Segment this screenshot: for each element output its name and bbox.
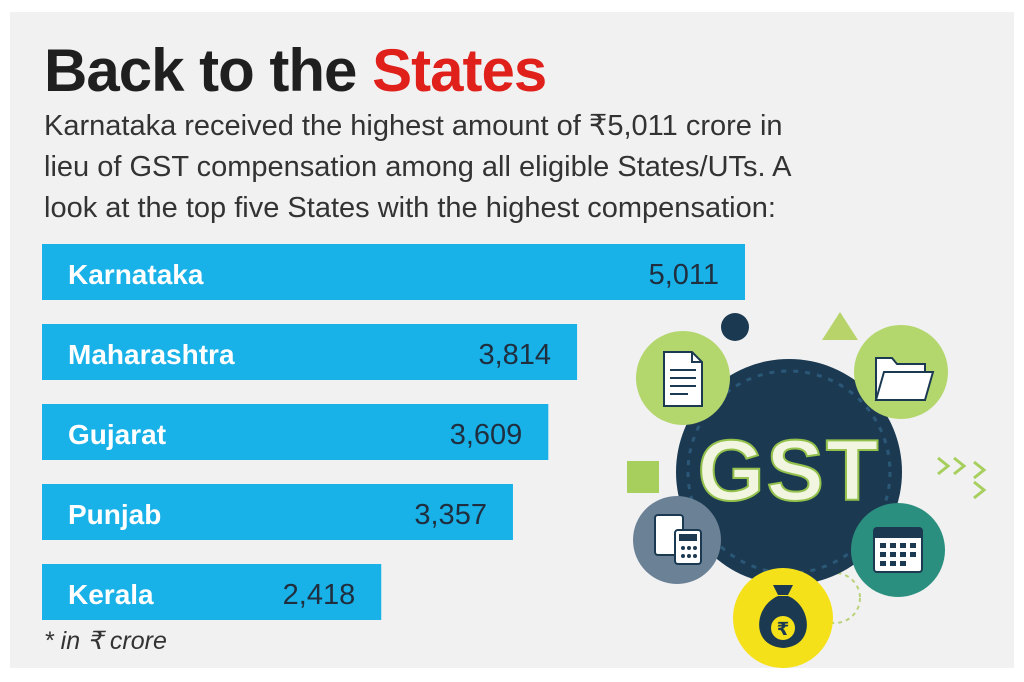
footnote: * in ₹ crore (44, 627, 167, 655)
bars-group: Karnataka 5,011 Maharashtra 3,814 Gujarat 3,6… (42, 244, 745, 620)
title-accent: States (372, 37, 547, 104)
bar-kerala (42, 564, 382, 620)
gst-illustration: GST (627, 312, 987, 668)
calculator-icon (654, 514, 702, 565)
money-bag-rupee-icon: ₹ (759, 585, 807, 648)
chevrons-icon (937, 456, 987, 500)
bar-maharashtra (42, 324, 578, 380)
bar-karnataka (42, 244, 745, 300)
document-icon (663, 351, 703, 407)
gst-label: GST (698, 423, 881, 519)
value-label: 5,011 (649, 259, 719, 291)
decor-triangle (822, 312, 858, 340)
value-label: 3,357 (414, 499, 487, 531)
category-label: Karnataka (68, 259, 204, 290)
category-label: Gujarat (68, 419, 166, 450)
bar-punjab (42, 484, 513, 540)
value-label: 2,418 (283, 579, 356, 611)
bar-gujarat (42, 404, 549, 460)
rupee-icon: ₹ (777, 619, 790, 640)
category-label: Kerala (68, 579, 154, 610)
decor-square (627, 461, 659, 493)
subtitle-line: Karnataka received the highest amount of… (44, 110, 783, 142)
chart-title: Back to the States (44, 36, 547, 106)
gst-hub (676, 359, 902, 585)
value-label: 3,609 (450, 419, 523, 451)
subtitle-line: look at the top five States with the hig… (44, 192, 776, 224)
subtitle-line: lieu of GST compensation among all eligi… (44, 151, 792, 183)
calendar-icon (873, 527, 923, 573)
folder-icon (874, 357, 935, 401)
decor-dot (721, 313, 749, 341)
decor-dashed-circle (809, 572, 861, 624)
title-main: Back to the (44, 37, 357, 104)
category-label: Punjab (68, 499, 161, 530)
chart-subtitle: Karnataka received the highest amount of… (44, 106, 994, 229)
category-label: Maharashtra (68, 339, 235, 370)
value-label: 3,814 (478, 339, 551, 371)
